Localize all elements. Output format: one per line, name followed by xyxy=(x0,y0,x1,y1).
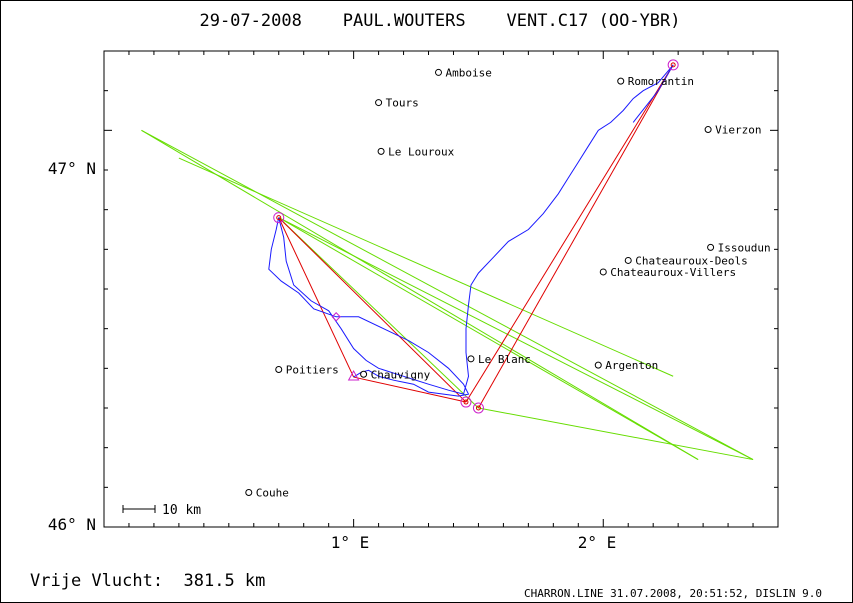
town-label: Couhe xyxy=(256,486,289,499)
axis-ticks xyxy=(104,51,778,527)
town-label: Issoudun xyxy=(718,241,771,254)
town-marker xyxy=(377,147,385,155)
town-label: Le Louroux xyxy=(388,145,455,158)
town-label: Argenton xyxy=(605,359,658,372)
turnpoint-dot xyxy=(670,62,676,68)
fai-line xyxy=(141,129,699,460)
lon-label-2e: 2° E xyxy=(578,533,617,552)
start-triangle xyxy=(347,370,360,381)
town-marker xyxy=(599,268,607,276)
town-label: Amboise xyxy=(446,66,492,79)
town-label: Chauvigny xyxy=(371,368,431,381)
turnpoint-marker xyxy=(460,396,472,408)
task-leg xyxy=(278,217,355,378)
town-label: Le Blanc xyxy=(478,353,531,366)
turnpoint-marker xyxy=(667,59,679,71)
town-label: Vierzon xyxy=(715,124,761,137)
scale-bar-label: 10 km xyxy=(162,503,201,518)
map-frame xyxy=(103,50,779,528)
town-marker xyxy=(245,488,253,496)
turnpoint-dot xyxy=(475,405,481,411)
town-marker xyxy=(360,370,368,378)
town-label: Romorantin xyxy=(628,75,694,88)
fai-triangle-lines xyxy=(141,129,754,461)
town-marker xyxy=(594,361,602,369)
town-label: Chateauroux-Villers xyxy=(610,266,736,279)
free-flight-distance: Vrije Vlucht: 381.5 km xyxy=(30,571,265,591)
town-label: Poitiers xyxy=(286,364,339,377)
page-title: 29-07-2008 PAUL.WOUTERS VENT.C17 (OO-YBR… xyxy=(199,11,680,31)
town-marker xyxy=(435,68,443,76)
task-lines xyxy=(278,64,674,409)
town-marker xyxy=(704,126,712,134)
lat-label-46: 46° N xyxy=(48,515,96,534)
turnpoint-marker xyxy=(472,402,484,414)
task-leg xyxy=(353,376,467,403)
turnpoint-dot xyxy=(463,399,469,405)
fai-line xyxy=(278,217,699,460)
lat-label-47: 47° N xyxy=(48,159,96,178)
town-label: Tours xyxy=(386,97,419,110)
fai-line xyxy=(278,217,479,409)
turnpoint-dot xyxy=(276,215,282,221)
fai-line xyxy=(141,129,754,461)
fai-line xyxy=(478,407,754,461)
town-marker xyxy=(467,355,475,363)
task-leg xyxy=(278,217,467,403)
towns: Amboise Romorantin Tours Vierzon Le Louroux I… xyxy=(245,66,771,499)
town-marker xyxy=(624,256,632,264)
town-marker xyxy=(275,366,283,374)
town-marker xyxy=(617,77,625,85)
flight-track xyxy=(268,64,674,397)
task-leg xyxy=(478,64,674,409)
fai-line xyxy=(178,157,674,377)
task-leg xyxy=(465,64,674,403)
waypoint-diamond xyxy=(331,312,341,322)
turnpoints xyxy=(273,59,679,414)
town-label: Chateauroux-Deols xyxy=(635,254,748,267)
credit-line: CHARRON.LINE 31.07.2008, 20:51:52, DISLI… xyxy=(524,587,822,600)
lon-label-1e: 1° E xyxy=(331,533,370,552)
town-marker xyxy=(375,99,383,107)
town-marker xyxy=(707,243,715,251)
turnpoint-marker xyxy=(273,212,285,224)
fai-line xyxy=(278,217,754,461)
